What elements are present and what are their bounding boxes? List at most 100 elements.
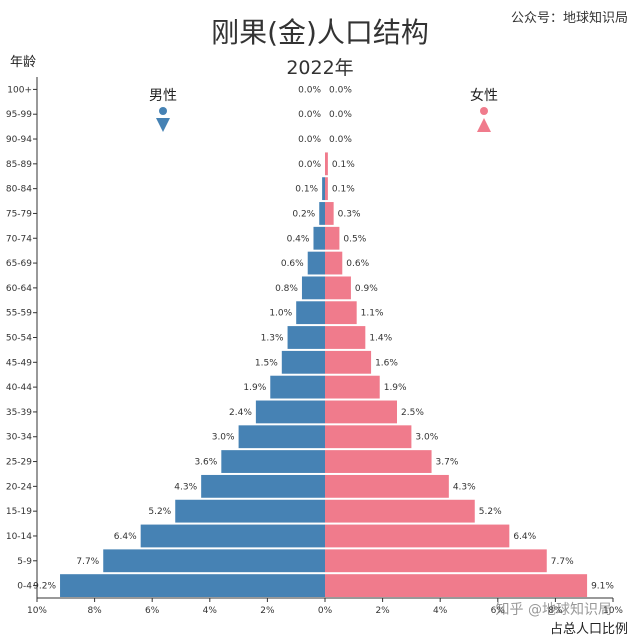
y-tick-label: 15-19 xyxy=(6,507,32,517)
male-bar xyxy=(175,499,325,523)
female-bar xyxy=(325,152,328,176)
male-symbol-icon xyxy=(156,107,170,132)
male-bar-label: 5.2% xyxy=(148,507,171,517)
male-bar-label: 0.6% xyxy=(281,259,304,269)
male-bar-label: 2.4% xyxy=(229,408,252,418)
y-tick-label: 60-64 xyxy=(6,284,32,294)
x-tick-label: 8% xyxy=(87,606,102,616)
male-bar-label: 1.0% xyxy=(269,309,292,319)
male-bar xyxy=(238,425,325,449)
x-tick-label: 6% xyxy=(145,606,160,616)
female-bar xyxy=(325,450,432,473)
y-tick-label: 30-34 xyxy=(6,433,32,443)
male-bar-label: 9.2% xyxy=(33,582,56,592)
chart-credit: 公众号：地球知识局 xyxy=(511,10,628,26)
female-bar xyxy=(325,226,340,250)
y-tick-label: 55-59 xyxy=(6,309,32,319)
x-tick-label: 10% xyxy=(603,606,623,616)
male-bar xyxy=(319,202,325,225)
female-bar-label: 0.0% xyxy=(329,85,352,95)
female-bar-label: 3.7% xyxy=(436,458,459,468)
male-bar xyxy=(313,226,325,250)
male-bar xyxy=(140,524,325,548)
female-bar-label: 0.6% xyxy=(346,259,369,269)
y-tick-label: 50-54 xyxy=(6,334,32,344)
female-bar xyxy=(325,574,588,597)
y-tick-label: 70-74 xyxy=(6,234,32,244)
male-bar xyxy=(60,574,325,597)
male-bar xyxy=(301,276,325,300)
male-bar-label: 4.3% xyxy=(174,482,197,492)
male-bar xyxy=(103,549,326,573)
male-bar xyxy=(270,375,325,399)
female-bar-label: 0.9% xyxy=(355,284,378,294)
x-axis-title: 占总人口比例 xyxy=(550,622,628,637)
female-bar-label: 6.4% xyxy=(513,532,536,542)
male-bar xyxy=(201,474,325,498)
y-tick-label: 75-79 xyxy=(6,209,32,219)
male-bar-label: 0.0% xyxy=(298,110,321,120)
male-bar xyxy=(221,450,325,473)
female-bar-label: 5.2% xyxy=(479,507,502,517)
y-tick-label: 0-4 xyxy=(17,582,32,592)
male-bar xyxy=(287,326,325,349)
male-bar-label: 7.7% xyxy=(76,557,99,567)
y-tick-label: 25-29 xyxy=(6,458,32,468)
female-bar xyxy=(325,276,351,300)
female-bar xyxy=(325,549,547,573)
y-tick-label: 40-44 xyxy=(6,383,32,393)
female-bar xyxy=(325,251,343,275)
watermark: 知乎 @地球知识局 xyxy=(496,601,612,618)
male-bar xyxy=(296,301,325,325)
female-bar-label: 1.6% xyxy=(375,358,398,368)
male-bar-label: 1.9% xyxy=(243,383,266,393)
chart-axes: 10% 8% 6% 4% 2% 0% 2% 4% 6% 8% 10% 100+ 95-99 90-94 85… xyxy=(6,77,623,616)
female-bar xyxy=(325,326,366,349)
x-tick-label: 8% xyxy=(548,606,563,616)
female-bar-label: 0.5% xyxy=(343,234,366,244)
x-tick-label: 4% xyxy=(203,606,218,616)
female-bar xyxy=(325,177,328,201)
male-bar-label: 0.8% xyxy=(275,284,298,294)
y-tick-label: 5-9 xyxy=(17,557,32,567)
female-bar xyxy=(325,301,357,325)
female-bar xyxy=(325,350,372,374)
female-bar-label: 3.0% xyxy=(415,433,438,443)
y-tick-label: 45-49 xyxy=(6,358,32,368)
male-bar-label: 1.3% xyxy=(261,334,284,344)
y-tick-label: 35-39 xyxy=(6,408,32,418)
female-bar-label: 0.1% xyxy=(332,185,355,195)
chart-data-labels: 0.0% 0.0% 0.0% 0.0% 0.0% 0.0% 0.0% 0.1% 0.1% 0.1%… xyxy=(33,85,614,591)
female-bar-label: 1.1% xyxy=(361,309,384,319)
y-tick-label: 90-94 xyxy=(6,135,32,145)
female-bar xyxy=(325,375,380,399)
male-bar-label: 0.2% xyxy=(292,209,315,219)
y-tick-label: 80-84 xyxy=(6,185,32,195)
male-bar-label: 6.4% xyxy=(114,532,137,542)
male-bar-label: 0.0% xyxy=(298,160,321,170)
y-axis-title: 年龄 xyxy=(10,55,36,70)
male-bar-label: 3.6% xyxy=(194,458,217,468)
chart-title: 刚果(金)人口结构 xyxy=(211,16,429,49)
legend-female-label: 女性 xyxy=(470,87,498,104)
female-bar xyxy=(325,474,449,498)
male-bar xyxy=(281,350,325,374)
female-bar-label: 2.5% xyxy=(401,408,424,418)
female-bar-label: 1.4% xyxy=(369,334,392,344)
x-tick-label: 6% xyxy=(491,606,506,616)
female-bar xyxy=(325,499,475,523)
x-tick-label: 2% xyxy=(375,606,390,616)
y-tick-label: 65-69 xyxy=(6,259,32,269)
male-bar xyxy=(255,400,325,424)
male-bar-label: 0.0% xyxy=(298,135,321,145)
x-tick-label: 2% xyxy=(260,606,275,616)
male-bar-label: 3.0% xyxy=(212,433,235,443)
female-bar-label: 0.1% xyxy=(332,160,355,170)
x-tick-label: 4% xyxy=(433,606,448,616)
female-bar-label: 0.0% xyxy=(329,110,352,120)
legend-male-label: 男性 xyxy=(149,88,177,104)
female-bar-label: 7.7% xyxy=(551,557,574,567)
female-bar xyxy=(325,524,510,548)
x-tick-label: 0% xyxy=(318,606,333,616)
